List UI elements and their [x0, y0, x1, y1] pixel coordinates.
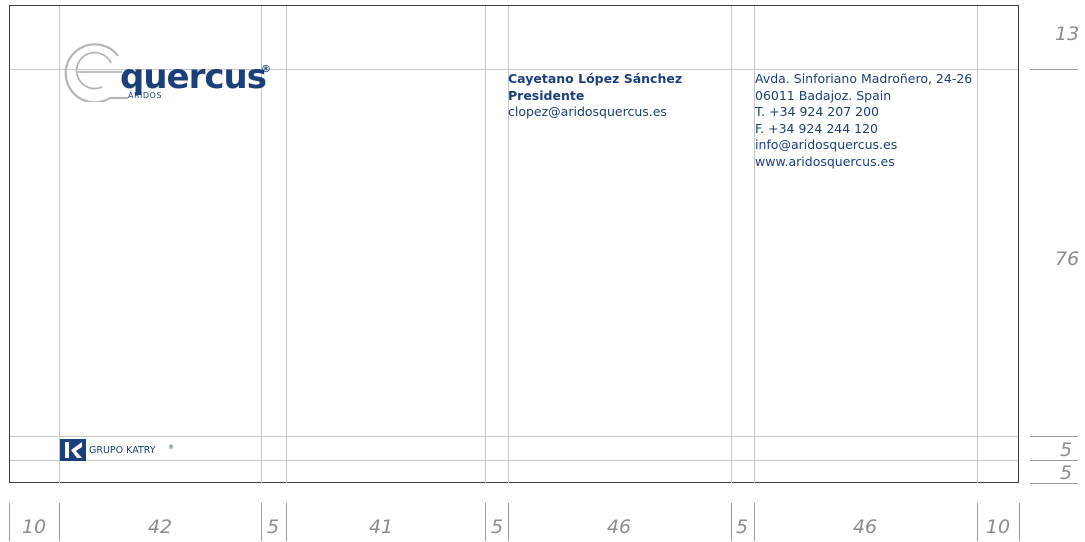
dimension-tick [508, 503, 509, 541]
katry-label: GRUPO KATRY [89, 445, 156, 456]
column-dimension-label: 46 [606, 516, 632, 538]
guide-horizontal [10, 436, 1018, 437]
dimension-tick [1030, 460, 1078, 461]
contact-email: clopez@aridosquercus.es [508, 104, 667, 120]
quercus-subtitle: ÁRIDOS [128, 91, 162, 100]
column-dimension-label: 5 [735, 516, 749, 538]
guide-horizontal [10, 460, 1018, 461]
contact-title: Presidente [508, 87, 585, 103]
guide-horizontal [10, 69, 1018, 70]
dimension-tick [286, 503, 287, 541]
column-dimension-label: 5 [266, 516, 280, 538]
company-city: 06011 Badajoz. Spain [755, 87, 892, 103]
dimension-tick [731, 503, 732, 541]
quercus-wordmark: quercus [120, 57, 267, 97]
guide-vertical [977, 6, 978, 483]
row-dimension-label: 5 [1060, 462, 1073, 484]
katry-registered-mark: ® [168, 444, 174, 451]
dimension-tick [754, 503, 755, 541]
guide-vertical [508, 6, 509, 483]
dimension-tick [485, 503, 486, 541]
grupo-katry-logo: GRUPO KATRY ® [60, 439, 220, 461]
company-fax: F. +34 924 244 120 [755, 120, 879, 136]
guide-vertical [731, 6, 732, 483]
business-card-frame [9, 5, 1019, 483]
row-dimension-label: 5 [1060, 439, 1073, 461]
row-dimension-label: 76 [1055, 248, 1080, 270]
guide-vertical [485, 6, 486, 483]
dimension-tick [977, 503, 978, 541]
guide-vertical [59, 6, 60, 483]
dimension-tick [1030, 436, 1078, 437]
column-dimension-label: 10 [21, 516, 47, 538]
column-dimension-label: 5 [490, 516, 504, 538]
contact-block: Cayetano López Sánchez Presidente clopez… [508, 71, 682, 121]
column-dimension-label: 10 [985, 516, 1011, 538]
company-block: Avda. Sinforiano Madroñero, 24-26 06011 … [755, 71, 972, 171]
guide-vertical [261, 6, 262, 483]
dimension-tick [1019, 503, 1020, 541]
quercus-emblem-icon [64, 43, 128, 102]
column-dimension-label: 41 [368, 516, 394, 538]
company-address: Avda. Sinforiano Madroñero, 24-26 [755, 71, 973, 86]
dimension-tick [9, 503, 10, 541]
dimension-tick [1030, 483, 1078, 484]
quercus-logo: quercus ® ÁRIDOS [58, 38, 288, 102]
dimension-tick [261, 503, 262, 541]
katry-k-icon [60, 439, 86, 461]
company-email: info@aridosquercus.es [755, 137, 898, 153]
contact-name: Cayetano López Sánchez [508, 71, 683, 86]
company-phone: T. +34 924 207 200 [755, 104, 879, 120]
quercus-registered-mark: ® [261, 64, 271, 75]
dimension-tick [59, 503, 60, 541]
guide-vertical [286, 6, 287, 483]
column-dimension-label: 46 [852, 516, 878, 538]
row-dimension-label: 13 [1055, 23, 1080, 45]
company-web: www.aridosquercus.es [755, 153, 895, 169]
guide-vertical [754, 6, 755, 483]
dimension-tick [1030, 69, 1078, 70]
column-dimension-label: 42 [147, 516, 173, 538]
